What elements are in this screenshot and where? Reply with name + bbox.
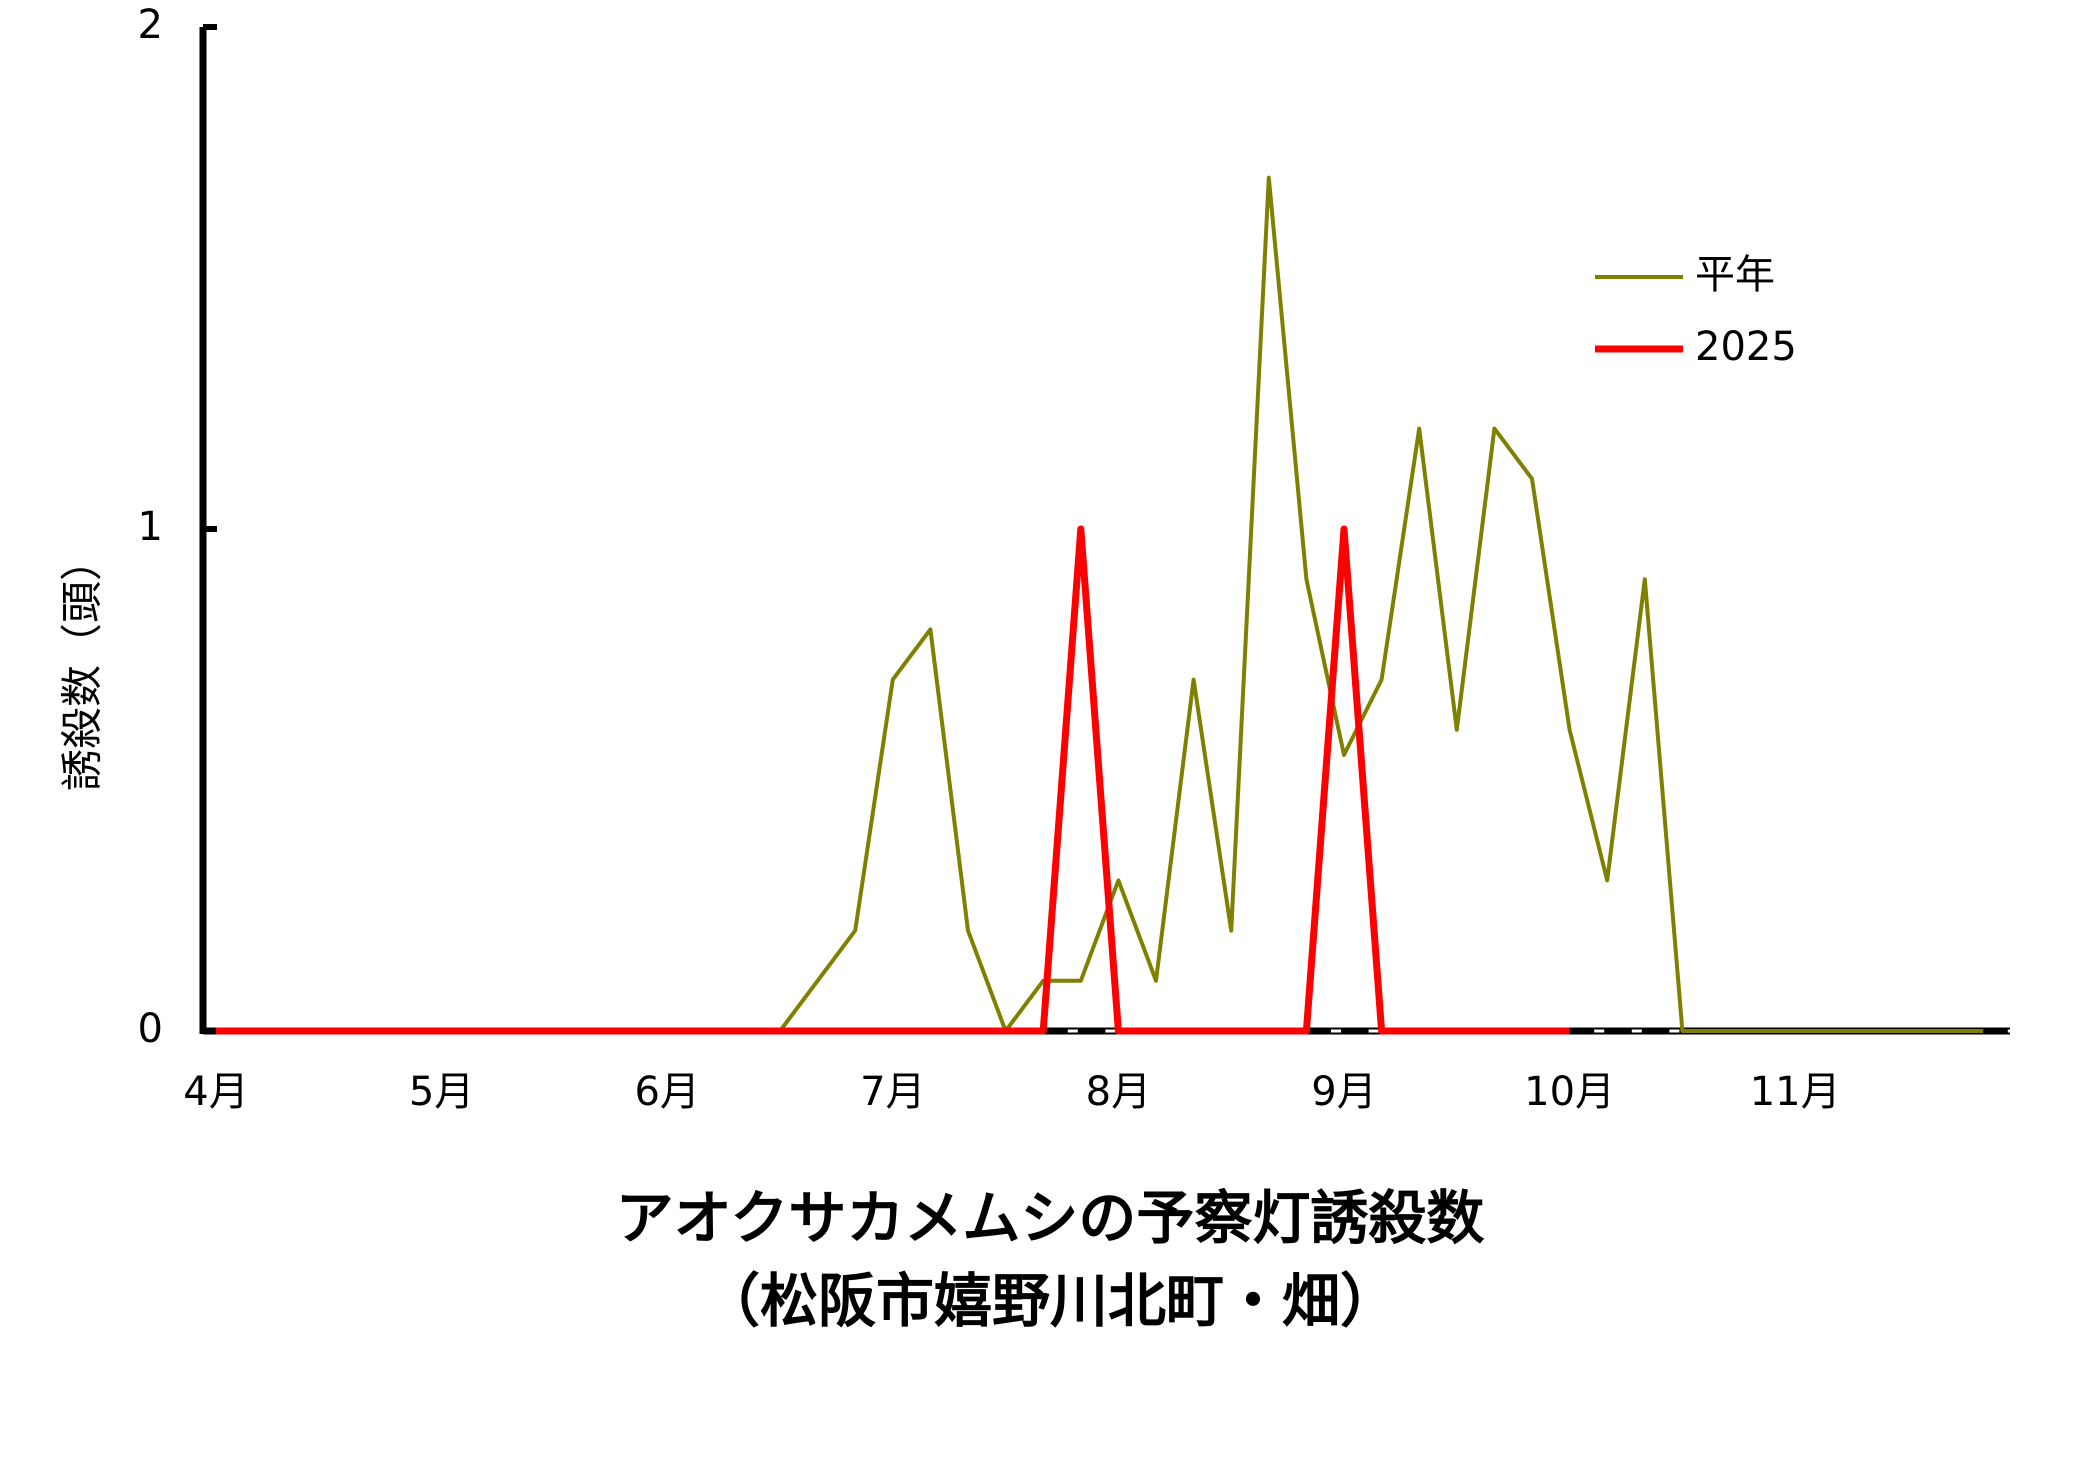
x-tick-label: 9月 bbox=[1311, 1069, 1376, 1115]
x-tick-label: 7月 bbox=[860, 1069, 925, 1115]
y-tick-label: 1 bbox=[138, 504, 163, 550]
chart-title: アオクサカメムシの予察灯誘殺数 bbox=[616, 1184, 1485, 1252]
x-tick-label: 11月 bbox=[1750, 1069, 1841, 1115]
x-tick-label: 10月 bbox=[1524, 1069, 1615, 1115]
x-tick-label: 5月 bbox=[409, 1069, 474, 1115]
legend-label: 2025 bbox=[1695, 324, 1797, 370]
x-tick-label: 8月 bbox=[1086, 1069, 1151, 1115]
series-line bbox=[216, 525, 1570, 1035]
y-axis-label: 誘殺数（頭） bbox=[58, 539, 107, 791]
x-tick-label: 4月 bbox=[183, 1069, 248, 1115]
y-tick-label: 2 bbox=[138, 2, 163, 48]
legend-label: 平年 bbox=[1695, 252, 1775, 298]
y-tick-label: 0 bbox=[138, 1006, 163, 1052]
chart-subtitle: （松阪市嬉野川北町・畑） bbox=[702, 1267, 1398, 1335]
x-tick-label: 6月 bbox=[634, 1069, 699, 1115]
series-line bbox=[216, 175, 1984, 1033]
